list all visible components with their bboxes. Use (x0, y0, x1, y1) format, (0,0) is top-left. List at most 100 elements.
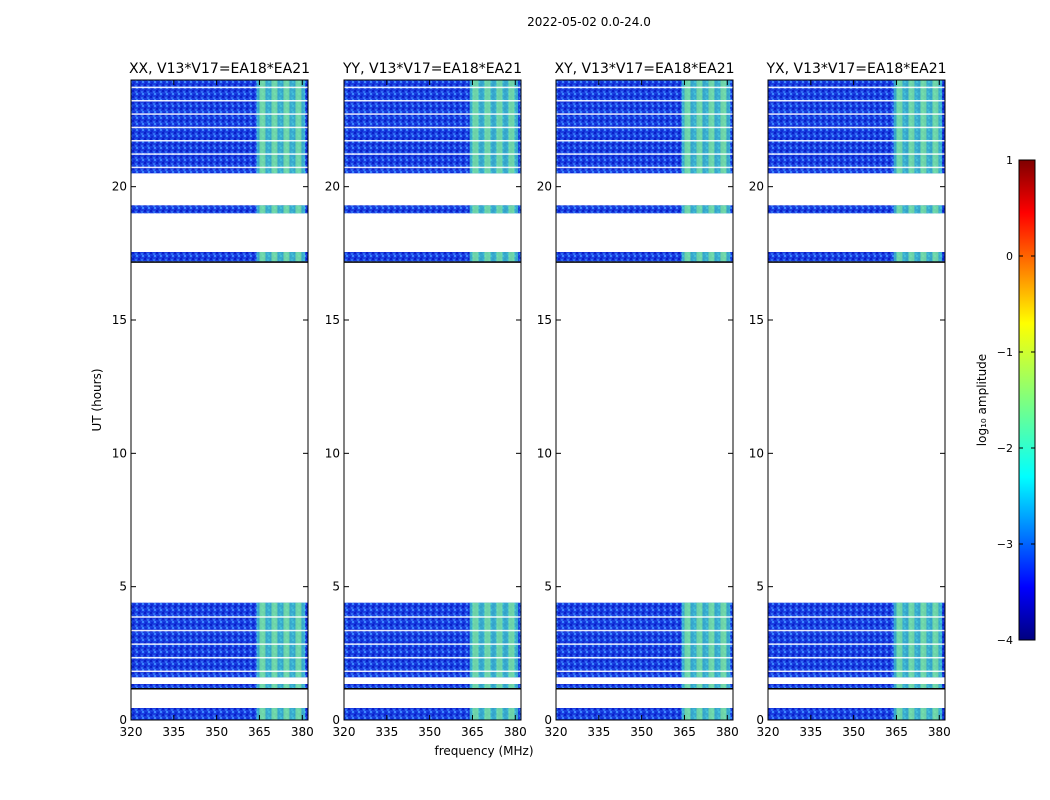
rfi-stripe (259, 602, 266, 678)
flag-line (768, 629, 945, 632)
separator-line (131, 261, 308, 263)
x-tick-label: 350 (630, 725, 653, 739)
flag-line (131, 616, 308, 618)
separator-line (768, 688, 945, 690)
rfi-stripe (508, 684, 515, 688)
rfi-stripe (908, 205, 915, 214)
panel-title: XX, V13*V17=EA18*EA21 (129, 61, 310, 77)
separator-line (344, 688, 521, 690)
rfi-stripe (896, 205, 903, 214)
rfi-stripe (696, 252, 703, 262)
rfi-stripe (720, 684, 727, 688)
rfi-stripe (932, 252, 939, 262)
x-tick-label: 320 (545, 725, 568, 739)
rfi-stripe (472, 205, 479, 214)
flag-line (131, 126, 308, 129)
flag-line (768, 616, 945, 618)
rfi-stripe (271, 684, 278, 688)
flag-line (131, 656, 308, 659)
y-tick-label: 15 (749, 313, 764, 327)
data-block (344, 252, 521, 262)
flag-line (556, 643, 733, 645)
flag-line (131, 113, 308, 115)
flag-line (768, 113, 945, 115)
y-tick-label: 5 (332, 580, 340, 594)
rfi-stripe (708, 684, 715, 688)
x-tick-label: 335 (162, 725, 185, 739)
flag-line (768, 140, 945, 142)
rfi-stripe (271, 708, 278, 720)
data-block (344, 684, 521, 688)
flag-line (131, 86, 308, 89)
flag-line (131, 629, 308, 632)
flag-line (768, 643, 945, 645)
rfi-stripe (908, 602, 915, 678)
x-tick-label: 365 (248, 725, 271, 739)
rfi-band (681, 252, 731, 262)
colorbar-gradient (1018, 159, 1036, 641)
rfi-stripe (295, 708, 302, 720)
y-tick-label: 5 (544, 580, 552, 594)
rfi-stripe (283, 252, 290, 262)
rfi-stripe (283, 708, 290, 720)
flag-line (344, 670, 521, 673)
rfi-stripe (720, 205, 727, 214)
flag-line (344, 140, 521, 142)
rfi-stripe (896, 602, 903, 678)
rfi-stripe (496, 602, 503, 678)
rfi-stripe (472, 708, 479, 720)
flag-line (768, 153, 945, 155)
rfi-stripe (720, 708, 727, 720)
y-tick-label: 15 (325, 313, 340, 327)
rfi-stripe (508, 602, 515, 678)
separator-line (768, 261, 945, 263)
y-tick-label: 10 (112, 446, 127, 460)
separator-line (131, 688, 308, 690)
rfi-stripe (484, 252, 491, 262)
rfi-band (893, 684, 943, 688)
x-tick-label: 320 (333, 725, 356, 739)
rfi-stripe (472, 252, 479, 262)
plot-frame (343, 79, 522, 721)
data-block (344, 205, 521, 214)
rfi-stripe (932, 708, 939, 720)
panel-2: XY, V13*V17=EA18*EA21 320 335 350 365 380 0 5 10… (537, 61, 739, 739)
rfi-stripe (283, 205, 290, 214)
separator-line (556, 688, 733, 690)
panel-1: YY, V13*V17=EA18*EA21 320 335 350 365 380 0 5 10… (325, 61, 527, 739)
data-block (556, 252, 733, 262)
panel-3: YX, V13*V17=EA18*EA21 320 335 350 365 380 0 5 10… (749, 61, 951, 739)
y-axis-label: UT (hours) (90, 368, 104, 431)
flag-line (556, 113, 733, 115)
flag-line (556, 629, 733, 632)
rfi-band (893, 205, 943, 214)
rfi-stripe (708, 252, 715, 262)
panel-title: YX, V13*V17=EA18*EA21 (765, 61, 946, 77)
flag-line (556, 166, 733, 169)
colorbar-tick-label: 0 (1006, 250, 1013, 263)
rfi-stripe (472, 684, 479, 688)
rfi-band (256, 684, 306, 688)
x-tick-label: 380 (291, 725, 314, 739)
rfi-stripe (920, 252, 927, 262)
rfi-stripe (696, 684, 703, 688)
flag-line (344, 153, 521, 155)
y-tick-label: 5 (119, 580, 127, 594)
plot-frame (555, 79, 734, 721)
flag-line (344, 100, 521, 102)
flag-line (768, 670, 945, 673)
rfi-stripe (295, 252, 302, 262)
rfi-stripe (472, 602, 479, 678)
rfi-stripe (295, 684, 302, 688)
rfi-band (256, 708, 306, 720)
colorbar-tick-label: −2 (997, 442, 1013, 455)
y-tick-label: 0 (544, 713, 552, 727)
rfi-stripe (484, 708, 491, 720)
rfi-stripe (496, 205, 503, 214)
rfi-stripe (932, 684, 939, 688)
rfi-stripe (908, 708, 915, 720)
rfi-stripe (496, 684, 503, 688)
flag-line (556, 616, 733, 618)
rfi-band (681, 684, 731, 688)
x-tick-label: 365 (461, 725, 484, 739)
